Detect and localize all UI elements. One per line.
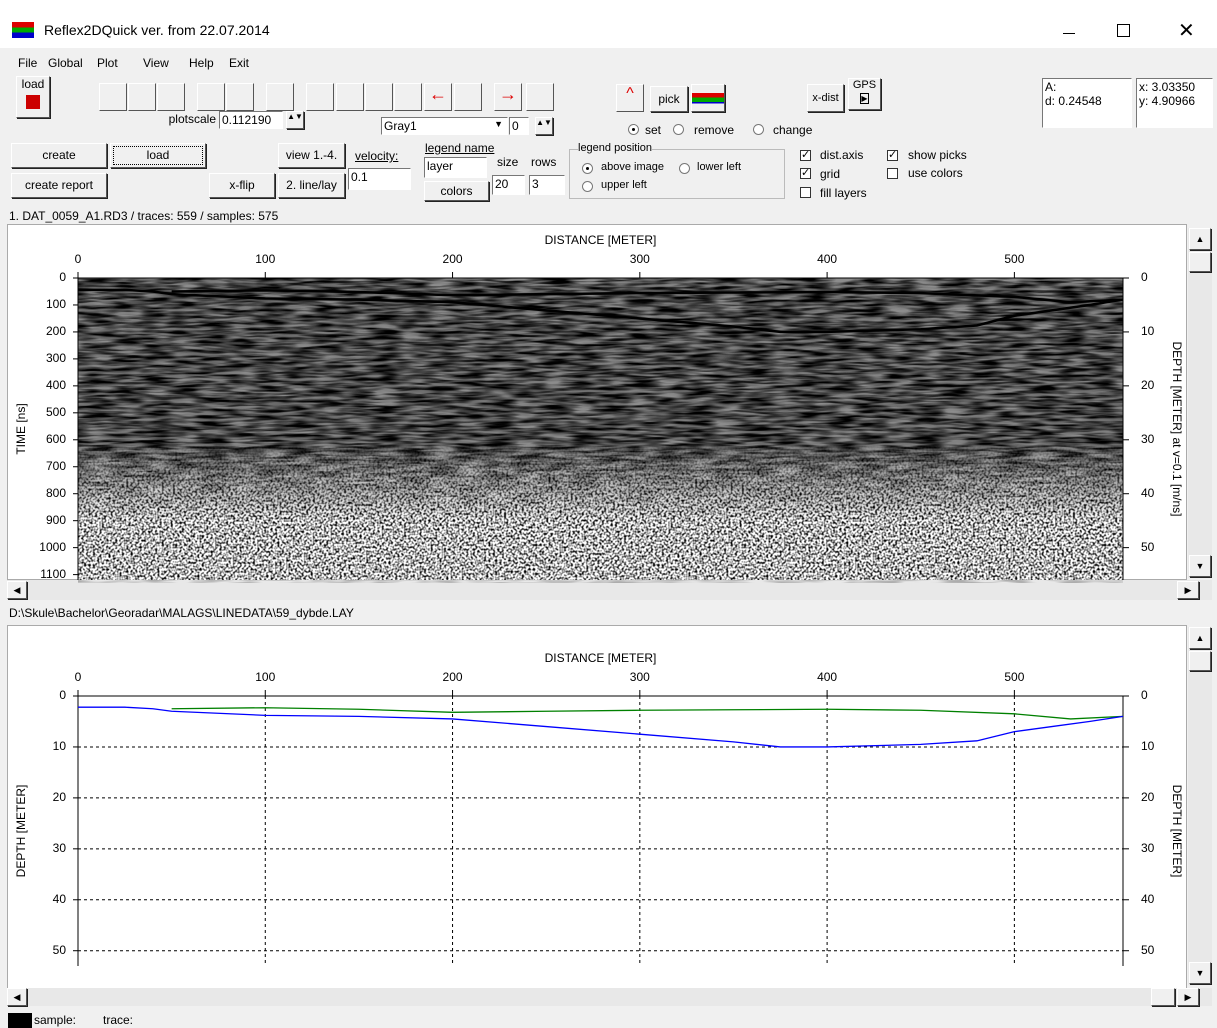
y-tick-label: 600 [46, 432, 66, 446]
x-axis-title: DISTANCE [METER] [545, 651, 657, 665]
y-tick-label: 900 [46, 513, 66, 527]
y2-tick-label: 30 [1141, 432, 1155, 446]
y-tick-label: 100 [46, 297, 66, 311]
y-tick-label: 30 [53, 841, 67, 855]
layer-line [172, 708, 1123, 719]
noise-speckle [78, 278, 1123, 580]
y-tick-label: 20 [53, 790, 67, 804]
y-tick-label: 50 [53, 943, 67, 957]
y-tick-label: 0 [59, 688, 66, 702]
y-tick-label: 40 [53, 892, 67, 906]
y-axis-title: DEPTH [METER] [14, 785, 28, 878]
y2-tick-label: 20 [1141, 790, 1155, 804]
y2-tick-label: 50 [1141, 943, 1155, 957]
x-tick-label: 200 [443, 252, 463, 266]
y-tick-label: 500 [46, 405, 66, 419]
y-axis-title: TIME [ns] [14, 403, 28, 454]
y2-tick-label: 30 [1141, 841, 1155, 855]
y2-axis-title: DEPTH [METER] at v=0.1 [m/ns] [1170, 341, 1184, 516]
x-tick-label: 500 [1004, 252, 1024, 266]
x-tick-label: 100 [255, 252, 275, 266]
radargram-noise [78, 278, 1123, 580]
y2-tick-label: 0 [1141, 688, 1148, 702]
y2-tick-label: 0 [1141, 270, 1148, 284]
x-tick-label: 100 [255, 670, 275, 684]
x-tick-label: 400 [817, 670, 837, 684]
plots: DISTANCE [METER]010020030040050001002003… [0, 0, 1217, 1028]
y2-axis-title: DEPTH [METER] [1170, 785, 1184, 878]
y-tick-label: 400 [46, 378, 66, 392]
y2-tick-label: 40 [1141, 486, 1155, 500]
x-tick-label: 300 [630, 252, 650, 266]
y-tick-label: 0 [59, 270, 66, 284]
y2-tick-label: 40 [1141, 892, 1155, 906]
app-window: Reflex2DQuick ver. from 22.07.2014 ✕ Fil… [0, 0, 1217, 1028]
y2-tick-label: 10 [1141, 739, 1155, 753]
y-tick-label: 800 [46, 486, 66, 500]
y2-tick-label: 10 [1141, 324, 1155, 338]
radargram [78, 278, 1123, 583]
y2-tick-label: 50 [1141, 540, 1155, 554]
layer-line [78, 707, 1123, 747]
x-tick-label: 300 [630, 670, 650, 684]
x-tick-label: 400 [817, 252, 837, 266]
x-axis-title: DISTANCE [METER] [545, 233, 657, 247]
y-tick-label: 300 [46, 351, 66, 365]
x-tick-label: 200 [443, 670, 463, 684]
x-tick-label: 500 [1004, 670, 1024, 684]
y-tick-label: 200 [46, 324, 66, 338]
x-tick-label: 0 [75, 670, 82, 684]
y-tick-label: 1000 [39, 540, 66, 554]
y-tick-label: 1100 [40, 567, 66, 581]
y-tick-label: 700 [46, 459, 66, 473]
y2-tick-label: 20 [1141, 378, 1155, 392]
x-tick-label: 0 [75, 252, 82, 266]
y-tick-label: 10 [53, 739, 67, 753]
